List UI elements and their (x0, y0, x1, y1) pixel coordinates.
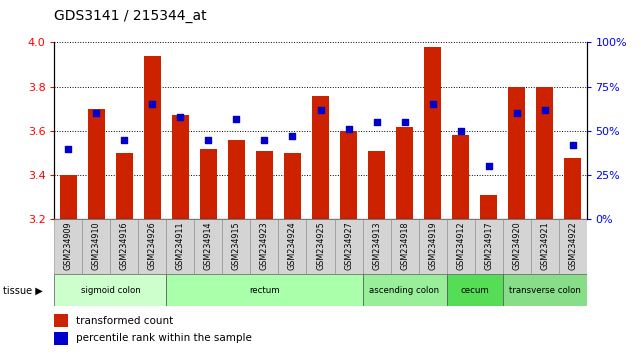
Bar (110, 219, 138, 274)
Text: sigmoid colon: sigmoid colon (81, 286, 140, 295)
Bar (424, 47, 441, 219)
Text: transverse colon: transverse colon (508, 286, 581, 295)
Bar (167, 219, 194, 274)
Point (260, 137, 270, 143)
Point (287, 133, 297, 139)
Point (428, 102, 438, 107)
Text: rectum: rectum (249, 286, 280, 295)
Text: tissue ▶: tissue ▶ (3, 285, 43, 295)
Point (399, 119, 410, 125)
Bar (88, 109, 105, 219)
Text: GSM234917: GSM234917 (484, 221, 493, 270)
Bar (508, 87, 525, 219)
Point (455, 128, 465, 134)
Bar (200, 149, 217, 219)
Bar (138, 219, 167, 274)
Point (567, 142, 578, 148)
Point (203, 137, 213, 143)
Text: GSM234925: GSM234925 (316, 221, 325, 270)
Bar (83, 219, 110, 274)
Bar (256, 151, 273, 219)
Bar (194, 219, 222, 274)
Bar (251, 219, 278, 274)
Bar (172, 115, 189, 219)
Bar (363, 219, 390, 274)
Bar (54, 332, 68, 345)
Point (147, 102, 158, 107)
Bar (144, 56, 161, 219)
Bar (474, 219, 503, 274)
Text: percentile rank within the sample: percentile rank within the sample (76, 333, 252, 343)
Bar (480, 195, 497, 219)
Text: GSM234910: GSM234910 (92, 221, 101, 270)
Text: GSM234914: GSM234914 (204, 221, 213, 270)
Bar (167, 274, 363, 306)
Bar (222, 219, 251, 274)
Bar (363, 274, 447, 306)
Bar (447, 219, 474, 274)
Text: GSM234911: GSM234911 (176, 221, 185, 270)
Text: GSM234923: GSM234923 (260, 221, 269, 270)
Text: GSM234920: GSM234920 (512, 221, 521, 270)
Point (315, 107, 326, 113)
Bar (335, 219, 363, 274)
Bar (564, 158, 581, 219)
Bar (558, 219, 587, 274)
Bar (340, 131, 357, 219)
Text: GSM234916: GSM234916 (120, 221, 129, 270)
Bar (503, 219, 531, 274)
Text: GSM234927: GSM234927 (344, 221, 353, 270)
Bar (447, 274, 503, 306)
Point (483, 164, 494, 169)
Text: transformed count: transformed count (76, 316, 173, 326)
Bar (390, 219, 419, 274)
Point (231, 116, 242, 121)
Point (92, 110, 102, 116)
Text: GSM234909: GSM234909 (64, 221, 73, 270)
Bar (531, 219, 558, 274)
Text: cecum: cecum (460, 286, 489, 295)
Text: GSM234926: GSM234926 (148, 221, 157, 270)
Point (371, 119, 381, 125)
Bar (54, 274, 167, 306)
Bar (452, 136, 469, 219)
Text: ascending colon: ascending colon (369, 286, 440, 295)
Point (344, 126, 354, 132)
Point (539, 107, 549, 113)
Point (176, 114, 186, 120)
Bar (536, 87, 553, 219)
Text: GSM234915: GSM234915 (232, 221, 241, 270)
Bar (278, 219, 306, 274)
Text: GSM234922: GSM234922 (568, 221, 577, 270)
Text: GSM234921: GSM234921 (540, 221, 549, 270)
Bar (116, 153, 133, 219)
Bar (503, 274, 587, 306)
Point (119, 137, 129, 143)
Bar (306, 219, 335, 274)
Bar (228, 140, 245, 219)
Text: GSM234918: GSM234918 (400, 221, 409, 270)
Bar (312, 96, 329, 219)
Bar (54, 314, 68, 327)
Text: GSM234919: GSM234919 (428, 221, 437, 270)
Bar (54, 219, 83, 274)
Text: GSM234913: GSM234913 (372, 221, 381, 270)
Point (63, 146, 74, 152)
Point (512, 110, 522, 116)
Bar (60, 175, 77, 219)
Bar (396, 127, 413, 219)
Text: GSM234912: GSM234912 (456, 221, 465, 270)
Text: GSM234924: GSM234924 (288, 221, 297, 270)
Text: GDS3141 / 215344_at: GDS3141 / 215344_at (54, 9, 207, 23)
Bar (419, 219, 447, 274)
Bar (284, 153, 301, 219)
Bar (368, 151, 385, 219)
